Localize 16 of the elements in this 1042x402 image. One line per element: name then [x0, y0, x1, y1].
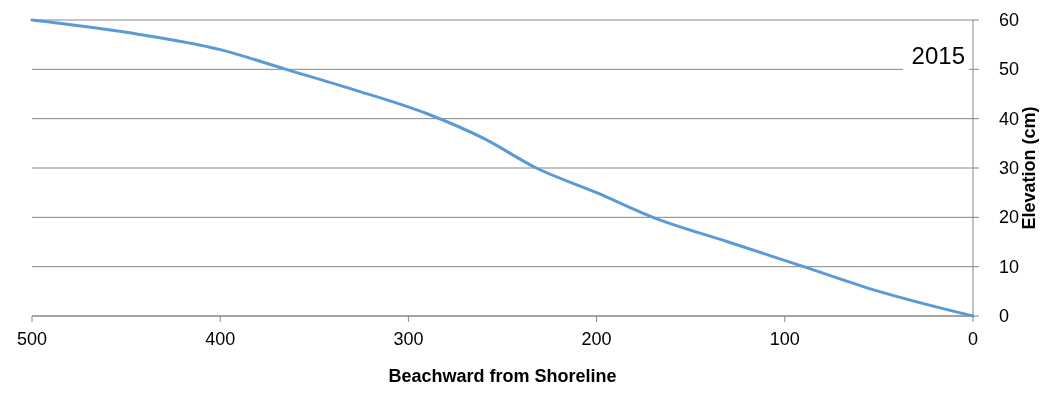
x-tick-label: 400: [205, 329, 236, 349]
y-tick-label: 30: [999, 158, 1020, 178]
y-tick-label: 0: [999, 306, 1010, 326]
x-tick-label: 500: [16, 329, 48, 349]
x-tick-label: 100: [769, 329, 800, 349]
x-tick-label: 0: [967, 329, 979, 349]
y-tick-label: 10: [999, 256, 1020, 277]
y-tick-label: 20: [999, 207, 1020, 228]
x-tick-label: 200: [581, 329, 612, 349]
annotation: 2015: [911, 42, 965, 69]
y-tick-label: 50: [999, 59, 1020, 80]
x-axis-title: Beachward from Shoreline: [388, 366, 617, 386]
y-axis-title: Elevation (cm): [1019, 106, 1039, 230]
y-tick-label: 60: [999, 10, 1020, 30]
y-tick-label: 40: [999, 108, 1020, 129]
x-tick-label: 300: [393, 329, 424, 349]
